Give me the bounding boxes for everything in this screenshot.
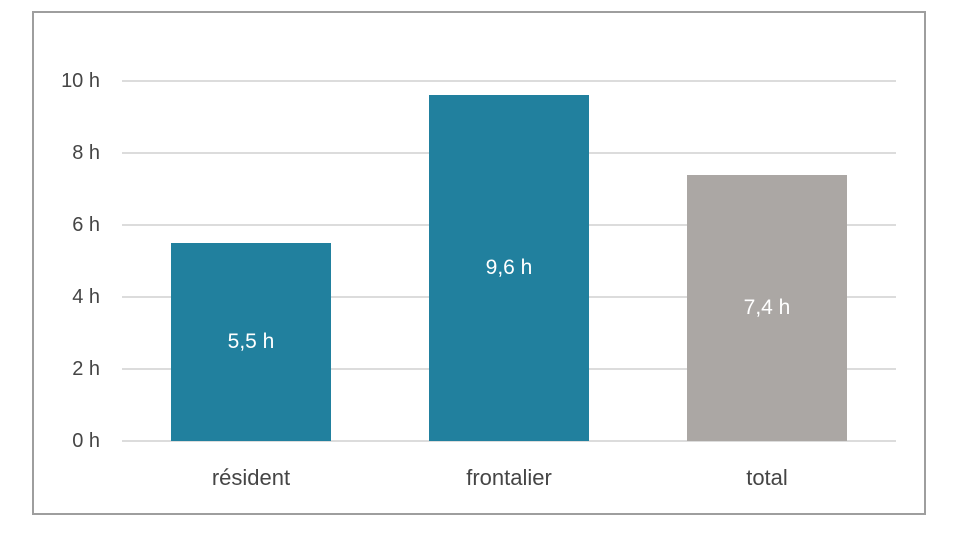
y-tick-label: 8 h	[72, 142, 100, 164]
bar-frontalier: 9,6 h	[429, 95, 589, 441]
bar-resident: 5,5 h	[171, 243, 331, 441]
bar-value-label: 7,4 h	[743, 295, 791, 319]
chart-frame: 0 h 2 h 4 h 6 h 8 h 10 h 5,5 h résident 9,6 h fro…	[32, 11, 926, 515]
bar-value-label: 9,6 h	[485, 256, 533, 280]
y-tick-label: 6 h	[72, 214, 100, 236]
y-tick-label: 2 h	[72, 358, 100, 380]
gridline	[122, 440, 896, 442]
x-tick-label: résident	[211, 465, 291, 490]
x-tick-label: frontalier	[466, 465, 552, 490]
gridline	[122, 80, 896, 82]
plot-area: 0 h 2 h 4 h 6 h 8 h 10 h 5,5 h résident 9,6 h fro…	[34, 13, 924, 513]
y-tick-label: 4 h	[72, 286, 100, 308]
y-tick-label: 10 h	[61, 70, 100, 92]
bar-value-label: 5,5 h	[227, 330, 275, 353]
x-tick-label: total	[746, 465, 788, 490]
bar-total: 7,4 h	[687, 174, 847, 441]
y-tick-label: 0 h	[72, 430, 100, 452]
